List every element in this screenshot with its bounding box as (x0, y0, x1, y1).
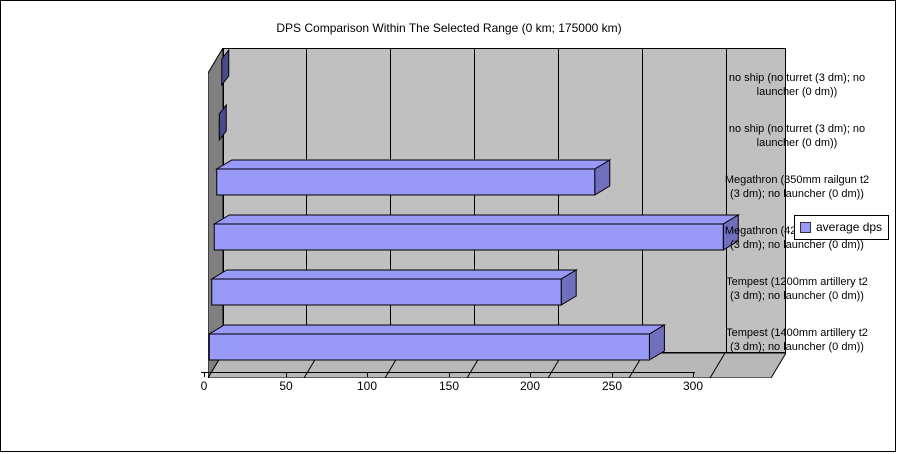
plot-area (208, 48, 786, 378)
x-tick-300 (693, 372, 694, 377)
x-tick-200 (530, 372, 531, 377)
x-ticklabel-150: 150 (438, 379, 460, 393)
chart-title: DPS Comparison Within The Selected Range… (276, 21, 622, 35)
bar-front-face (216, 168, 596, 196)
legend: average dps (794, 215, 890, 240)
bar-top-face (208, 324, 667, 335)
floor-depth-line (709, 352, 726, 378)
bar-1 (218, 103, 227, 142)
bar-front-face (213, 223, 724, 251)
gridline-100 (390, 48, 391, 353)
gridline-50 (306, 48, 307, 353)
gridline-150 (474, 48, 475, 353)
ylabel-line: Tempest (1200mm artillery t2 (726, 276, 868, 288)
gridline-300 (726, 48, 727, 353)
ylabel-line: Megathron (350mm railgun t2 (724, 174, 870, 186)
ylabel-line: no ship (no turret (3 dm); no (728, 123, 866, 135)
x-tick-150 (449, 372, 450, 377)
bar-0 (221, 48, 230, 87)
ylabel-row-4: Tempest (1200mm artillery t2 (3 dm); no … (699, 275, 895, 303)
bar-3 (212, 214, 741, 251)
bar-zero-stub (218, 103, 227, 142)
x-tick-0 (204, 372, 205, 377)
legend-label-average-dps: average dps (816, 220, 883, 234)
ylabel-line: (3 dm); no launcher (0 dm)) (730, 341, 864, 353)
ylabel-line: no ship (no turret (3 dm); no (728, 72, 866, 84)
x-ticklabel-100: 100 (356, 379, 378, 393)
x-tick-50 (286, 372, 287, 377)
x-tick-250 (612, 372, 613, 377)
ylabel-row-1: no ship (no turret (3 dm); no launcher (… (699, 122, 895, 150)
ylabel-line: (3 dm); no launcher (0 dm)) (730, 290, 864, 302)
bar-4 (209, 269, 578, 306)
x-tick-100 (367, 372, 368, 377)
ylabel-line: launcher (0 dm)) (756, 137, 838, 149)
ylabel-row-0: no ship (no turret (3 dm); no launcher (… (699, 71, 895, 99)
bars-layer (208, 48, 741, 361)
gridline-200 (558, 48, 559, 353)
ylabel-line: (3 dm); no launcher (0 dm)) (730, 239, 864, 251)
x-ticklabel-300: 300 (682, 379, 704, 393)
bar-front-face (211, 278, 562, 306)
ylabel-line: Tempest (1400mm artillery t2 (726, 327, 868, 339)
ylabel-line: (3 dm); no launcher (0 dm)) (730, 188, 864, 200)
bar-top-face (209, 269, 578, 280)
bar-5 (208, 324, 667, 361)
x-ticklabel-250: 250 (601, 379, 623, 393)
x-ticklabel-50: 50 (279, 379, 293, 393)
gridline-250 (642, 48, 643, 353)
bar-2 (214, 159, 612, 196)
x-ticklabel-200: 200 (519, 379, 541, 393)
ylabel-line: launcher (0 dm)) (756, 86, 838, 98)
ylabel-row-5: Tempest (1400mm artillery t2 (3 dm); no … (699, 326, 895, 354)
legend-swatch-average-dps (800, 221, 811, 233)
bar-top-face (214, 159, 612, 170)
x-axis-line (201, 372, 695, 373)
bar-front-face (208, 333, 650, 361)
bar-top-face (212, 214, 741, 225)
bar-zero-stub (221, 48, 230, 87)
x-ticklabel-0: 0 (200, 379, 208, 393)
ylabel-row-2: Megathron (350mm railgun t2 (3 dm); no l… (699, 173, 895, 201)
